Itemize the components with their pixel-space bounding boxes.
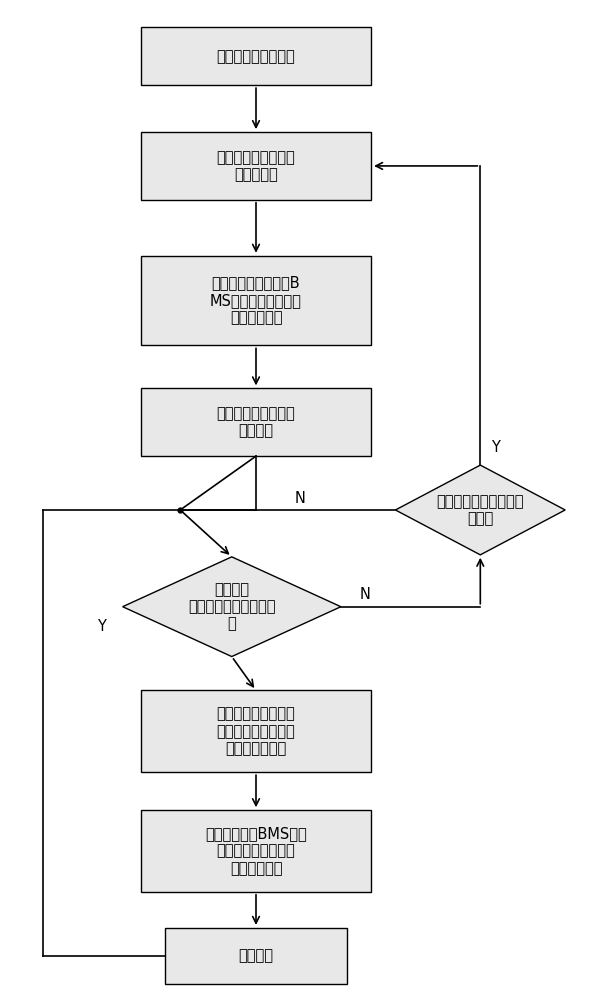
Text: 开启电动汽车充电机: 开启电动汽车充电机 xyxy=(217,49,295,64)
Polygon shape xyxy=(122,557,341,657)
Text: 分支开关控制当前队
列中优先级最高的充
电接口开始充电: 分支开关控制当前队 列中优先级最高的充 电接口开始充电 xyxy=(217,706,295,756)
Text: 实时获取车载BMS的充
电需求，调整充电电
压和充电电流: 实时获取车载BMS的充 电需求，调整充电电 压和充电电流 xyxy=(205,826,307,876)
FancyBboxPatch shape xyxy=(141,810,371,892)
Text: 充电接口检测待充电
的电动汽车: 充电接口检测待充电 的电动汽车 xyxy=(217,150,295,182)
FancyBboxPatch shape xyxy=(141,27,371,85)
Text: 充电控制单元与车载B
MS通信，计算充电功
率和充电时间: 充电控制单元与车载B MS通信，计算充电功 率和充电时间 xyxy=(210,276,302,325)
Text: 判断是否有新加入的电
动汽车: 判断是否有新加入的电 动汽车 xyxy=(437,494,524,526)
FancyBboxPatch shape xyxy=(141,388,371,456)
Text: 确定电动汽车充电优
先级队列: 确定电动汽车充电优 先级队列 xyxy=(217,406,295,438)
Text: Y: Y xyxy=(97,619,106,634)
FancyBboxPatch shape xyxy=(165,928,347,984)
FancyBboxPatch shape xyxy=(141,256,371,345)
Text: N: N xyxy=(295,491,305,506)
Text: 检测当前
优先级队列是否需要充
电: 检测当前 优先级队列是否需要充 电 xyxy=(188,582,275,632)
Polygon shape xyxy=(395,465,565,555)
Text: N: N xyxy=(360,587,370,602)
FancyBboxPatch shape xyxy=(141,690,371,772)
Text: 充电结束: 充电结束 xyxy=(239,948,273,963)
Text: Y: Y xyxy=(491,440,500,455)
FancyBboxPatch shape xyxy=(141,132,371,200)
